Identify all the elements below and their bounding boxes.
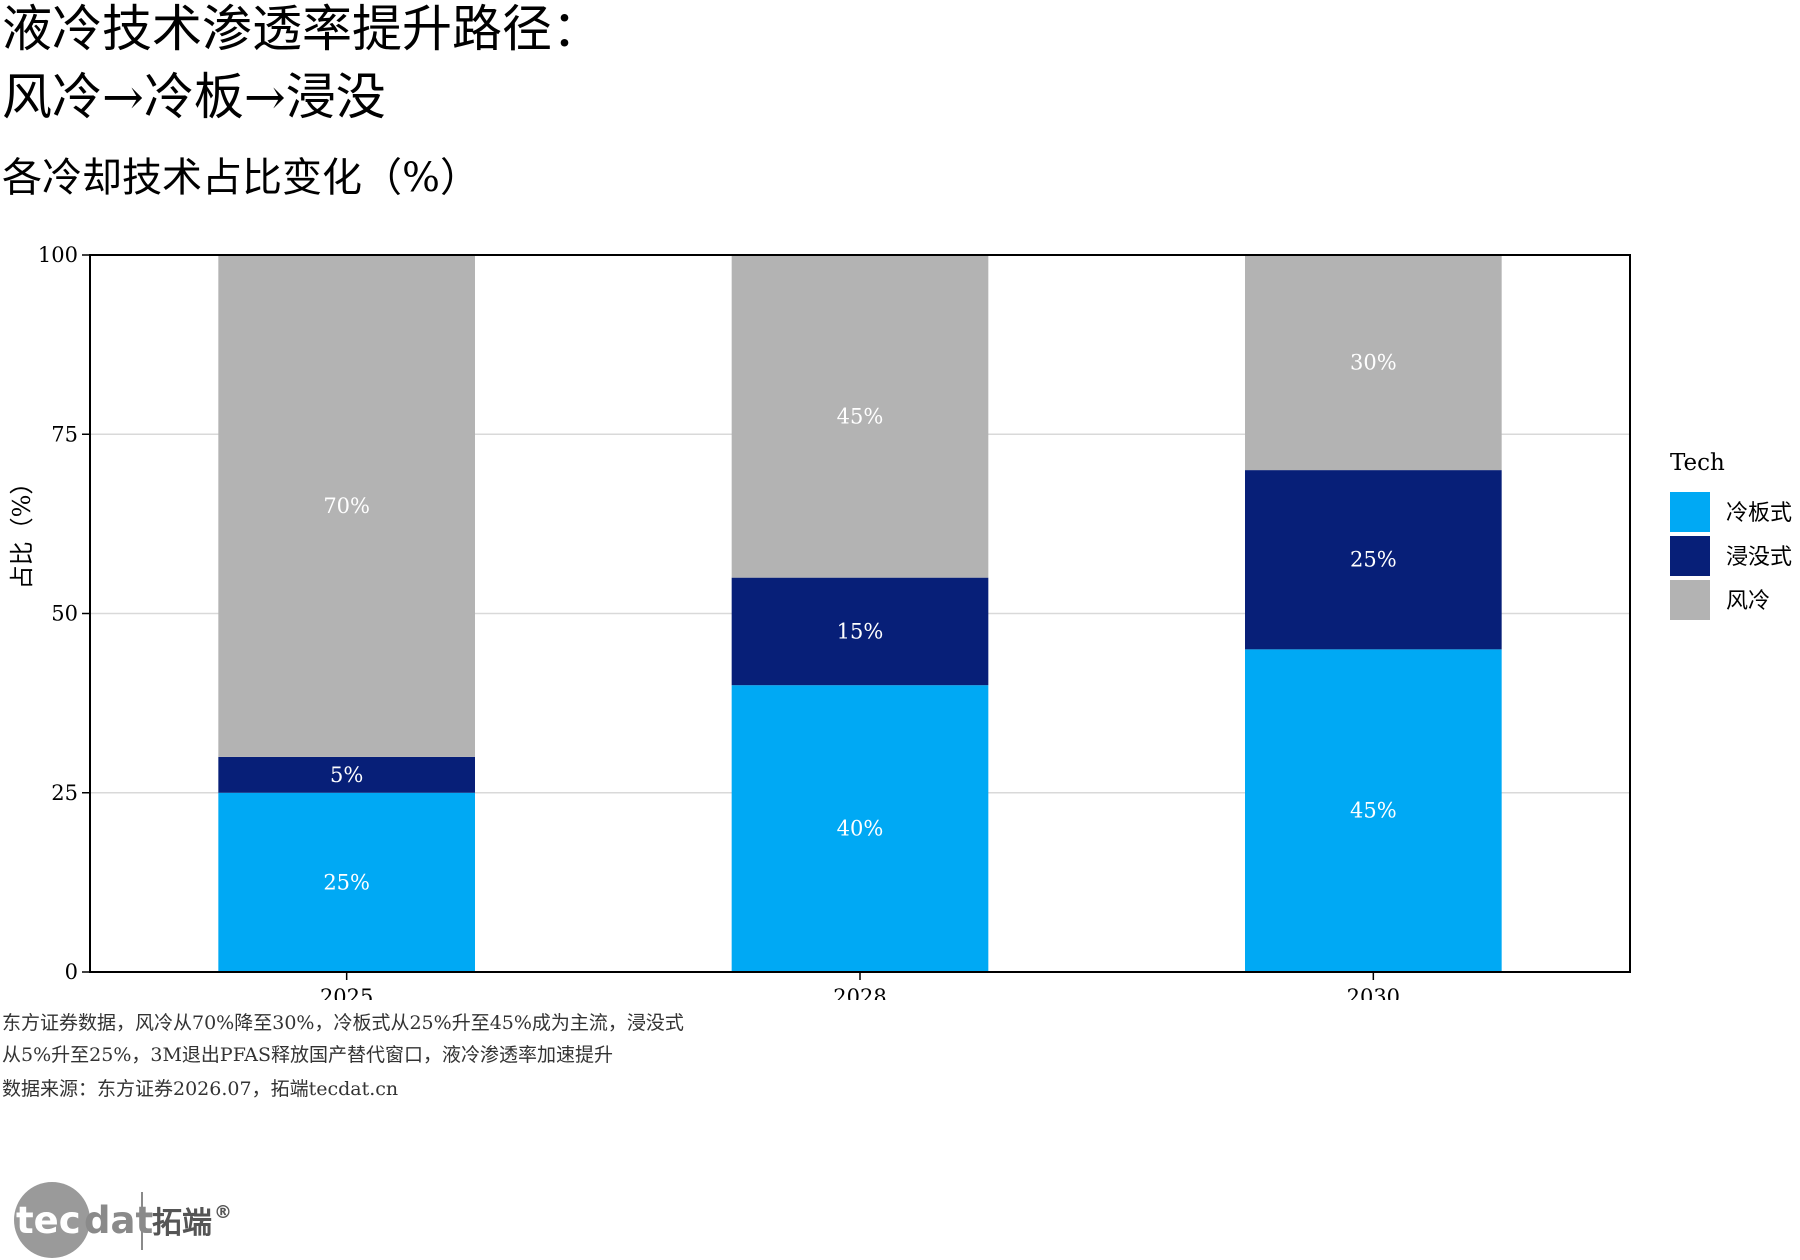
- data-label: 45%: [837, 404, 884, 428]
- bar-segment: [1245, 255, 1502, 471]
- chart-note-line1: 东方证券数据，风冷从70%降至30%，冷板式从25%升至45%成为主流，浸没式: [2, 1012, 684, 1034]
- bar-segment: [731, 255, 989, 578]
- y-axis-label: 占比（%）: [8, 471, 36, 590]
- logo-wordmark-left: tec: [16, 1199, 81, 1242]
- logo-circle-icon: [14, 1182, 90, 1258]
- bar-segment: [218, 792, 476, 972]
- bar-segment: [218, 756, 476, 793]
- y-tick-label: 100: [38, 243, 78, 267]
- data-label: 5%: [330, 763, 363, 787]
- bar-segment: [1245, 470, 1502, 650]
- data-labels: 25% 5% 70% 40% 15% 45% 45% 25% 30%: [323, 351, 1396, 895]
- bars: [218, 255, 1502, 972]
- legend-label: 风冷: [1726, 589, 1770, 614]
- chart-note-line2: 从5%升至25%，3M退出PFAS释放国产替代窗口，液冷渗透率加速提升: [2, 1044, 613, 1066]
- data-label: 25%: [323, 870, 370, 894]
- y-tick-label: 0: [65, 960, 78, 984]
- logo-registered-mark: ®: [214, 1202, 232, 1223]
- x-tick-label: 2025: [320, 985, 373, 1000]
- bar-segment: [731, 577, 989, 686]
- legend-swatch: [1670, 580, 1710, 620]
- x-tick-label: 2028: [833, 985, 886, 1000]
- legend-swatch: [1670, 536, 1710, 576]
- y-tick-label: 25: [51, 781, 78, 805]
- y-tick-label: 75: [51, 422, 78, 446]
- data-label: 15%: [837, 619, 884, 643]
- logo-brand-cn: 拓端: [152, 1206, 212, 1241]
- axes: 0 25 50 75 100 2025 2028 2030: [38, 243, 1400, 1000]
- chart-subtitle: 各冷却技术占比变化（%）: [2, 155, 481, 201]
- data-label: 25%: [1350, 548, 1397, 572]
- legend-title: Tech: [1670, 450, 1725, 476]
- data-label: 45%: [1350, 799, 1397, 823]
- bar-segment: [731, 685, 989, 972]
- legend-label: 冷板式: [1726, 501, 1792, 526]
- chart-source: 数据来源：东方证券2026.07，拓端tecdat.cn: [2, 1078, 399, 1100]
- chart-title-line2: 风冷→冷板→浸没: [2, 68, 386, 126]
- y-tick-label: 50: [51, 602, 78, 626]
- data-label: 70%: [323, 494, 370, 518]
- stacked-bar-chart: 25% 5% 70% 40% 15% 45% 45% 25% 30% 0 25 50 75 100 202…: [8, 243, 1792, 1000]
- bar-segment: [218, 255, 476, 757]
- data-label: 40%: [837, 817, 884, 841]
- tecdat-logo: tec dat 拓端 ®: [14, 1182, 232, 1258]
- data-label: 30%: [1350, 351, 1397, 375]
- x-tick-label: 2030: [1347, 985, 1400, 1000]
- legend-swatch: [1670, 492, 1710, 532]
- bar-segment: [1245, 649, 1502, 972]
- chart-title: 液冷技术渗透率提升路径：: [2, 0, 602, 58]
- legend-label: 浸没式: [1726, 545, 1792, 570]
